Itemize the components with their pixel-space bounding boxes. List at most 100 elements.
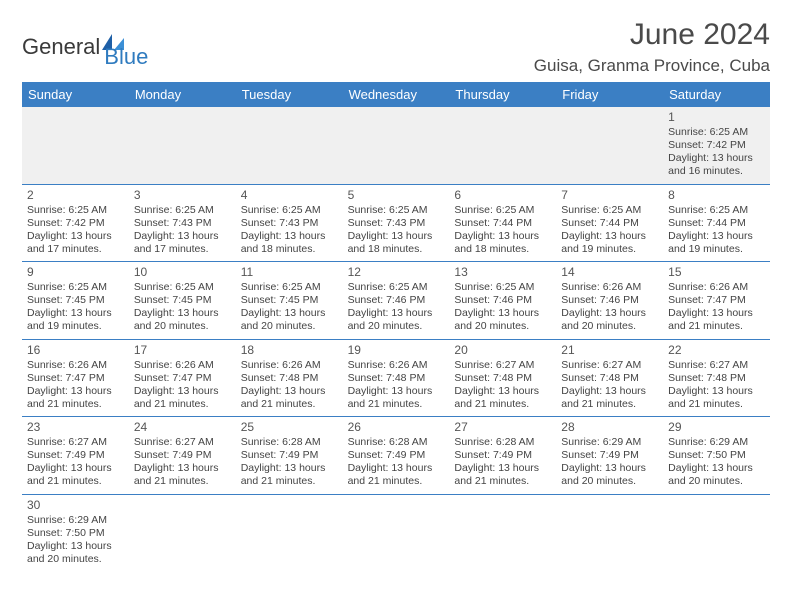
- day-number: 29: [668, 420, 765, 435]
- daylight-text: Daylight: 13 hours and 16 minutes.: [668, 152, 765, 178]
- day-number: 9: [27, 265, 124, 280]
- logo-text-2: Blue: [104, 44, 148, 70]
- sunrise-text: Sunrise: 6:25 AM: [27, 281, 124, 294]
- sunrise-text: Sunrise: 6:26 AM: [668, 281, 765, 294]
- day-number: 10: [134, 265, 231, 280]
- calendar-cell-empty: [663, 495, 770, 572]
- logo-text-1: General: [22, 34, 100, 60]
- calendar-cell: 12Sunrise: 6:25 AMSunset: 7:46 PMDayligh…: [343, 262, 450, 339]
- sunset-text: Sunset: 7:49 PM: [348, 449, 445, 462]
- calendar-cell-empty: [236, 495, 343, 572]
- sunset-text: Sunset: 7:48 PM: [561, 372, 658, 385]
- day-number: 21: [561, 343, 658, 358]
- calendar-week: 23Sunrise: 6:27 AMSunset: 7:49 PMDayligh…: [22, 417, 770, 495]
- calendar-cell: 9Sunrise: 6:25 AMSunset: 7:45 PMDaylight…: [22, 262, 129, 339]
- day-number: 1: [668, 110, 765, 125]
- day-number: 20: [454, 343, 551, 358]
- calendar-body: 1Sunrise: 6:25 AMSunset: 7:42 PMDaylight…: [22, 107, 770, 571]
- sunset-text: Sunset: 7:46 PM: [348, 294, 445, 307]
- calendar-week: 30Sunrise: 6:29 AMSunset: 7:50 PMDayligh…: [22, 495, 770, 572]
- calendar-cell: 18Sunrise: 6:26 AMSunset: 7:48 PMDayligh…: [236, 340, 343, 417]
- day-number: 7: [561, 188, 658, 203]
- sunrise-text: Sunrise: 6:27 AM: [668, 359, 765, 372]
- daylight-text: Daylight: 13 hours and 19 minutes.: [668, 230, 765, 256]
- sunrise-text: Sunrise: 6:25 AM: [561, 204, 658, 217]
- weekday-header: Monday: [129, 82, 236, 107]
- sunset-text: Sunset: 7:48 PM: [348, 372, 445, 385]
- weekday-header-row: Sunday Monday Tuesday Wednesday Thursday…: [22, 82, 770, 107]
- daylight-text: Daylight: 13 hours and 21 minutes.: [454, 462, 551, 488]
- weekday-header: Friday: [556, 82, 663, 107]
- sunset-text: Sunset: 7:46 PM: [454, 294, 551, 307]
- daylight-text: Daylight: 13 hours and 21 minutes.: [134, 462, 231, 488]
- weekday-header: Wednesday: [343, 82, 450, 107]
- sunrise-text: Sunrise: 6:28 AM: [454, 436, 551, 449]
- daylight-text: Daylight: 13 hours and 21 minutes.: [668, 385, 765, 411]
- daylight-text: Daylight: 13 hours and 18 minutes.: [241, 230, 338, 256]
- sunset-text: Sunset: 7:50 PM: [668, 449, 765, 462]
- day-number: 14: [561, 265, 658, 280]
- weekday-header: Sunday: [22, 82, 129, 107]
- sunrise-text: Sunrise: 6:25 AM: [241, 281, 338, 294]
- sunrise-text: Sunrise: 6:25 AM: [348, 281, 445, 294]
- calendar-cell: 26Sunrise: 6:28 AMSunset: 7:49 PMDayligh…: [343, 417, 450, 494]
- calendar-cell: 15Sunrise: 6:26 AMSunset: 7:47 PMDayligh…: [663, 262, 770, 339]
- daylight-text: Daylight: 13 hours and 21 minutes.: [348, 385, 445, 411]
- sunrise-text: Sunrise: 6:29 AM: [27, 514, 124, 527]
- calendar-cell-empty: [449, 495, 556, 572]
- daylight-text: Daylight: 13 hours and 20 minutes.: [668, 462, 765, 488]
- daylight-text: Daylight: 13 hours and 19 minutes.: [561, 230, 658, 256]
- title-block: June 2024 Guisa, Granma Province, Cuba: [534, 18, 770, 76]
- sunset-text: Sunset: 7:48 PM: [454, 372, 551, 385]
- day-number: 12: [348, 265, 445, 280]
- sunset-text: Sunset: 7:44 PM: [454, 217, 551, 230]
- sunset-text: Sunset: 7:47 PM: [27, 372, 124, 385]
- calendar-cell: 21Sunrise: 6:27 AMSunset: 7:48 PMDayligh…: [556, 340, 663, 417]
- sunrise-text: Sunrise: 6:26 AM: [348, 359, 445, 372]
- sunrise-text: Sunrise: 6:25 AM: [134, 204, 231, 217]
- calendar-cell: 30Sunrise: 6:29 AMSunset: 7:50 PMDayligh…: [22, 495, 129, 572]
- daylight-text: Daylight: 13 hours and 20 minutes.: [241, 307, 338, 333]
- calendar-cell: 8Sunrise: 6:25 AMSunset: 7:44 PMDaylight…: [663, 185, 770, 262]
- daylight-text: Daylight: 13 hours and 19 minutes.: [27, 307, 124, 333]
- daylight-text: Daylight: 13 hours and 17 minutes.: [134, 230, 231, 256]
- sunset-text: Sunset: 7:44 PM: [561, 217, 658, 230]
- calendar-cell-empty: [556, 495, 663, 572]
- sunset-text: Sunset: 7:47 PM: [668, 294, 765, 307]
- calendar-week: 16Sunrise: 6:26 AMSunset: 7:47 PMDayligh…: [22, 340, 770, 418]
- calendar-cell: 7Sunrise: 6:25 AMSunset: 7:44 PMDaylight…: [556, 185, 663, 262]
- day-number: 11: [241, 265, 338, 280]
- calendar-cell: 24Sunrise: 6:27 AMSunset: 7:49 PMDayligh…: [129, 417, 236, 494]
- sunrise-text: Sunrise: 6:27 AM: [454, 359, 551, 372]
- calendar-cell-empty: [22, 107, 129, 184]
- sunrise-text: Sunrise: 6:26 AM: [27, 359, 124, 372]
- calendar-week: 9Sunrise: 6:25 AMSunset: 7:45 PMDaylight…: [22, 262, 770, 340]
- daylight-text: Daylight: 13 hours and 21 minutes.: [27, 462, 124, 488]
- sunrise-text: Sunrise: 6:27 AM: [561, 359, 658, 372]
- calendar-cell: 13Sunrise: 6:25 AMSunset: 7:46 PMDayligh…: [449, 262, 556, 339]
- sunrise-text: Sunrise: 6:27 AM: [134, 436, 231, 449]
- sunrise-text: Sunrise: 6:25 AM: [454, 281, 551, 294]
- calendar-cell: 6Sunrise: 6:25 AMSunset: 7:44 PMDaylight…: [449, 185, 556, 262]
- daylight-text: Daylight: 13 hours and 20 minutes.: [27, 540, 124, 566]
- sunset-text: Sunset: 7:49 PM: [454, 449, 551, 462]
- weekday-header: Saturday: [663, 82, 770, 107]
- day-number: 19: [348, 343, 445, 358]
- sunset-text: Sunset: 7:45 PM: [134, 294, 231, 307]
- calendar-cell: 29Sunrise: 6:29 AMSunset: 7:50 PMDayligh…: [663, 417, 770, 494]
- sunrise-text: Sunrise: 6:25 AM: [27, 204, 124, 217]
- day-number: 8: [668, 188, 765, 203]
- header: General Blue June 2024 Guisa, Granma Pro…: [22, 18, 770, 76]
- calendar-cell: 2Sunrise: 6:25 AMSunset: 7:42 PMDaylight…: [22, 185, 129, 262]
- calendar-cell: 28Sunrise: 6:29 AMSunset: 7:49 PMDayligh…: [556, 417, 663, 494]
- day-number: 27: [454, 420, 551, 435]
- daylight-text: Daylight: 13 hours and 21 minutes.: [561, 385, 658, 411]
- location: Guisa, Granma Province, Cuba: [534, 56, 770, 76]
- daylight-text: Daylight: 13 hours and 20 minutes.: [561, 307, 658, 333]
- sunset-text: Sunset: 7:45 PM: [241, 294, 338, 307]
- calendar-cell: 4Sunrise: 6:25 AMSunset: 7:43 PMDaylight…: [236, 185, 343, 262]
- sunrise-text: Sunrise: 6:29 AM: [561, 436, 658, 449]
- day-number: 3: [134, 188, 231, 203]
- calendar-cell: 10Sunrise: 6:25 AMSunset: 7:45 PMDayligh…: [129, 262, 236, 339]
- sunrise-text: Sunrise: 6:26 AM: [134, 359, 231, 372]
